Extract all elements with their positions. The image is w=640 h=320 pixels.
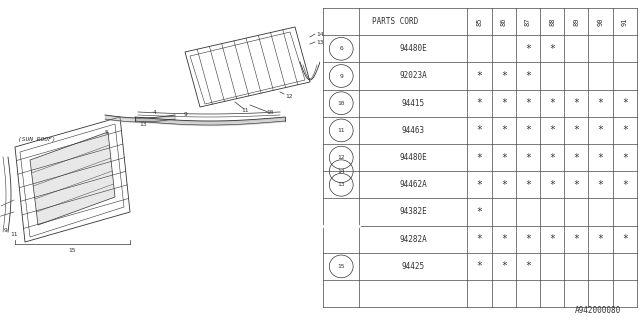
Text: 89: 89 (573, 17, 579, 26)
Text: 90: 90 (598, 17, 604, 26)
Text: *: * (501, 153, 507, 163)
Text: *: * (501, 261, 507, 271)
Text: 13: 13 (337, 182, 345, 187)
Text: A942000080: A942000080 (575, 306, 621, 315)
Text: *: * (622, 234, 628, 244)
Text: *: * (622, 153, 628, 163)
Text: *: * (525, 261, 531, 271)
Text: *: * (525, 44, 531, 54)
Text: *: * (477, 153, 483, 163)
Text: *: * (549, 98, 555, 108)
Text: 85: 85 (477, 17, 483, 26)
Text: *: * (573, 153, 579, 163)
Text: 11: 11 (337, 128, 345, 133)
Text: *: * (549, 153, 555, 163)
Text: *: * (573, 98, 579, 108)
Text: *: * (598, 180, 604, 190)
Text: 94480E: 94480E (399, 153, 428, 162)
Text: *: * (501, 71, 507, 81)
Text: *: * (549, 180, 555, 190)
Text: 94425: 94425 (402, 262, 425, 271)
Text: 15: 15 (337, 264, 345, 269)
Text: *: * (622, 98, 628, 108)
Text: *: * (477, 125, 483, 135)
Text: *: * (477, 261, 483, 271)
Text: *: * (477, 98, 483, 108)
Text: 86: 86 (500, 17, 507, 26)
Text: (SUN ROOF): (SUN ROOF) (18, 138, 56, 142)
Text: 10: 10 (266, 109, 274, 115)
Text: *: * (598, 98, 604, 108)
Text: 92023A: 92023A (399, 71, 428, 81)
Text: *: * (549, 234, 555, 244)
Text: 12: 12 (337, 155, 345, 160)
Text: 94282A: 94282A (399, 235, 428, 244)
Text: *: * (598, 234, 604, 244)
Text: 11: 11 (241, 108, 249, 113)
Text: *: * (477, 234, 483, 244)
Text: *: * (501, 125, 507, 135)
Text: 5: 5 (104, 130, 108, 134)
Text: *: * (525, 180, 531, 190)
Text: 9: 9 (339, 74, 343, 78)
Text: 91: 91 (621, 17, 628, 26)
Text: *: * (525, 71, 531, 81)
Text: *: * (525, 234, 531, 244)
Text: *: * (598, 153, 604, 163)
Text: *: * (477, 180, 483, 190)
Text: *: * (573, 180, 579, 190)
Text: 94415: 94415 (402, 99, 425, 108)
Text: *: * (598, 125, 604, 135)
Text: 12: 12 (285, 93, 292, 99)
Text: *: * (525, 125, 531, 135)
Text: 14: 14 (337, 169, 345, 174)
Text: *: * (477, 71, 483, 81)
Text: 10: 10 (337, 101, 345, 106)
Text: *: * (549, 125, 555, 135)
Text: *: * (501, 180, 507, 190)
Text: 14: 14 (316, 31, 323, 36)
Text: 6: 6 (339, 46, 343, 51)
Text: *: * (549, 44, 555, 54)
Text: 15: 15 (68, 247, 76, 252)
Polygon shape (30, 132, 115, 225)
Text: 94480E: 94480E (399, 44, 428, 53)
Text: *: * (573, 125, 579, 135)
Text: *: * (501, 98, 507, 108)
Text: 13: 13 (140, 122, 147, 126)
Text: 94463: 94463 (402, 126, 425, 135)
Text: 94462A: 94462A (399, 180, 428, 189)
Text: *: * (573, 234, 579, 244)
Text: *: * (477, 207, 483, 217)
Text: 4: 4 (153, 109, 157, 115)
Text: *: * (525, 153, 531, 163)
Text: PARTS CORD: PARTS CORD (372, 17, 419, 26)
Text: *: * (622, 180, 628, 190)
Text: *: * (622, 125, 628, 135)
Text: 88: 88 (549, 17, 555, 26)
Text: 9: 9 (3, 228, 7, 233)
Text: 87: 87 (525, 17, 531, 26)
Text: 11: 11 (10, 231, 18, 236)
Text: *: * (501, 234, 507, 244)
Text: *: * (525, 98, 531, 108)
Text: 94382E: 94382E (399, 207, 428, 217)
Text: 13: 13 (316, 39, 323, 44)
Text: 9: 9 (183, 113, 187, 117)
